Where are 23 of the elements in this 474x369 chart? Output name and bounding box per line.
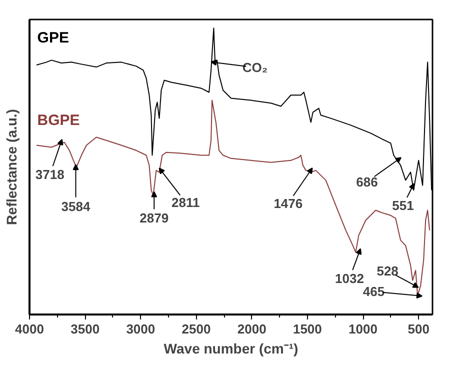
x-tick-label: 4000 — [15, 322, 44, 336]
series-label: GPE — [37, 30, 69, 47]
x-tick-label: 3500 — [70, 322, 100, 336]
x-tick-label: 2000 — [237, 322, 266, 336]
x-axis-title: Wave number (cm⁻¹) — [164, 340, 298, 356]
annotation: 686 — [356, 174, 378, 190]
annotation: CO₂ — [242, 60, 268, 75]
annotation: 465 — [362, 284, 385, 300]
annotation: 2811 — [172, 194, 200, 210]
annotation: 3584 — [61, 198, 91, 214]
x-tick-label: 1500 — [292, 322, 322, 336]
annotation: 2879 — [140, 210, 169, 226]
annotation: 528 — [376, 263, 398, 278]
annotation: 551 — [392, 198, 414, 214]
annotation: 1476 — [274, 196, 303, 211]
x-tick-label: 3000 — [126, 322, 156, 336]
x-tick-label: 500 — [408, 322, 430, 336]
series-label: BGPE — [37, 112, 80, 129]
x-tick-label: 1000 — [348, 322, 378, 336]
annotation: 3718 — [35, 167, 64, 182]
x-tick-label: 2500 — [182, 322, 211, 336]
annotation: 1032 — [335, 270, 364, 286]
y-axis-title: Reflectance (a.u.) — [4, 109, 20, 225]
